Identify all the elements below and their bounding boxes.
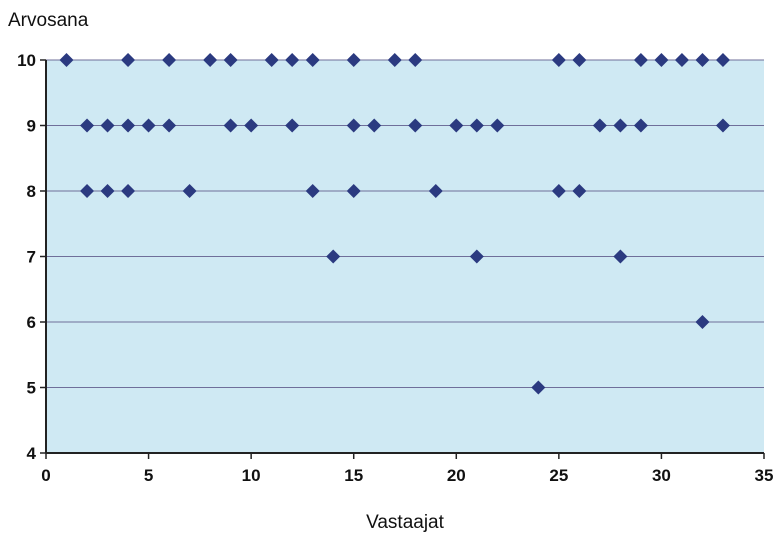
data-point xyxy=(654,53,669,67)
data-point xyxy=(592,118,607,133)
data-point xyxy=(305,53,320,67)
data-point xyxy=(100,118,115,133)
data-points xyxy=(59,53,730,395)
data-point xyxy=(223,118,238,133)
data-point xyxy=(162,118,177,133)
x-tick-label: 30 xyxy=(652,466,671,485)
data-point xyxy=(572,53,587,67)
data-point xyxy=(715,118,730,133)
y-tick-label: 4 xyxy=(27,444,37,463)
data-point xyxy=(367,118,382,133)
data-point xyxy=(551,184,566,198)
data-point xyxy=(80,118,95,133)
data-point xyxy=(469,249,484,264)
data-point xyxy=(244,118,259,133)
data-point xyxy=(346,118,361,133)
y-axis-title: Arvosana xyxy=(8,10,89,31)
x-tick-label: 5 xyxy=(144,466,153,485)
data-point xyxy=(80,184,95,198)
data-point xyxy=(428,184,443,198)
data-point xyxy=(285,53,300,67)
data-point xyxy=(346,184,361,198)
x-tick-labels: 0 5 10 15 20 25 30 35 xyxy=(41,453,773,485)
data-point xyxy=(141,118,156,133)
data-point xyxy=(633,118,648,133)
data-point xyxy=(326,249,341,264)
data-point xyxy=(305,184,320,198)
data-point xyxy=(59,53,74,67)
x-tick-label: 0 xyxy=(41,466,50,485)
data-point xyxy=(633,53,648,67)
y-tick-label: 8 xyxy=(27,182,36,201)
data-point xyxy=(551,53,566,67)
x-axis-title: Vastaajat xyxy=(366,512,445,533)
x-tick-label: 35 xyxy=(755,466,774,485)
data-point xyxy=(346,53,361,67)
data-point xyxy=(613,118,628,133)
data-point xyxy=(121,53,136,67)
data-point xyxy=(285,118,300,133)
x-tick-label: 10 xyxy=(242,466,261,485)
data-point xyxy=(121,118,136,133)
data-point xyxy=(223,53,238,67)
data-point xyxy=(572,184,587,198)
data-point xyxy=(408,53,423,67)
data-point xyxy=(264,53,279,67)
y-tick-label: 5 xyxy=(27,379,36,398)
data-point xyxy=(162,53,177,67)
data-point xyxy=(490,118,505,133)
y-tick-labels: 4 5 6 7 8 9 10 xyxy=(17,51,46,463)
data-point xyxy=(100,184,115,198)
data-point xyxy=(674,53,689,67)
data-point xyxy=(182,184,197,198)
y-tick-label: 6 xyxy=(27,313,36,332)
x-tick-label: 25 xyxy=(549,466,568,485)
data-point xyxy=(203,53,218,67)
x-tick-label: 15 xyxy=(344,466,363,485)
x-tick-label: 20 xyxy=(447,466,466,485)
data-point xyxy=(715,53,730,67)
data-point xyxy=(531,380,546,395)
data-point xyxy=(387,53,402,67)
data-point xyxy=(695,53,710,67)
y-tick-label: 10 xyxy=(17,51,36,70)
data-point xyxy=(469,118,484,133)
data-point xyxy=(121,184,136,198)
data-point xyxy=(449,118,464,133)
data-point xyxy=(695,315,710,329)
y-tick-label: 7 xyxy=(27,248,36,267)
data-point xyxy=(408,118,423,133)
y-tick-label: 9 xyxy=(27,117,36,136)
data-point xyxy=(613,249,628,264)
